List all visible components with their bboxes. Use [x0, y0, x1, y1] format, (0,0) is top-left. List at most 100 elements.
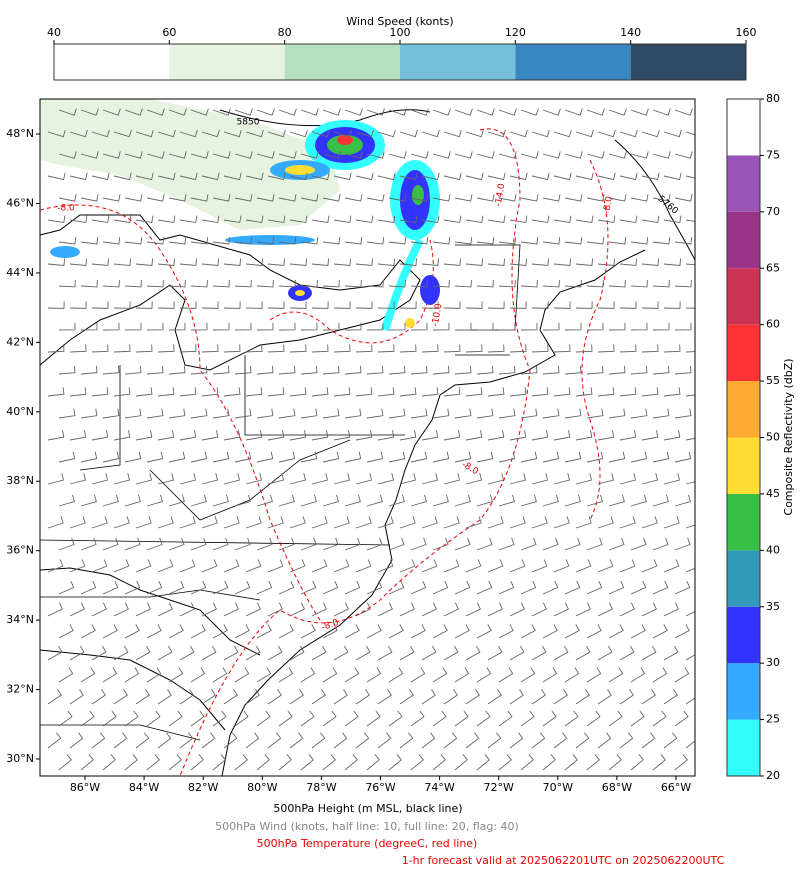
wind-barb [179, 645, 195, 661]
wind-barb [520, 365, 538, 375]
wind-barb [278, 667, 294, 683]
wind-barb [652, 237, 671, 245]
wind-barb [245, 172, 264, 181]
wind-barb [322, 667, 338, 683]
wind-barb [267, 430, 285, 441]
wind-barb [179, 215, 198, 224]
wind-barb [630, 537, 647, 551]
wind-barb [542, 710, 557, 727]
wind-barb [168, 624, 184, 639]
wind-barb [553, 172, 572, 181]
wind-barb [234, 279, 252, 288]
wind-barb [520, 279, 538, 288]
wind-barb [201, 301, 219, 309]
reflectivity-colorbar-label: Composite Reflectivity (dbZ) [782, 358, 795, 515]
wind-barb [476, 151, 495, 159]
wind-barb [69, 732, 84, 749]
wind-barb [652, 365, 670, 375]
wind-barb [256, 754, 270, 771]
wind-barb [201, 344, 219, 353]
wind-barb [234, 365, 252, 375]
wind-barb [410, 237, 429, 245]
wind-barb [388, 322, 406, 331]
wind-barb [509, 516, 526, 529]
wind-barb [135, 689, 150, 705]
wind-barb [465, 430, 483, 441]
wind-barb [685, 219, 695, 222]
wind-barb [300, 408, 318, 419]
wind-barb [630, 108, 649, 116]
wind-barb [168, 322, 186, 331]
wind-barb [685, 481, 695, 485]
wind-barb [124, 194, 143, 202]
wind-barb [69, 301, 87, 309]
wind-barb [168, 667, 184, 683]
reflectivity-color-segment [727, 663, 760, 720]
reflectivity-tick-label: 25 [766, 713, 780, 726]
wind-barb [388, 624, 404, 639]
wind-barb [322, 151, 341, 159]
wind-barb [619, 559, 636, 573]
wind-barb [322, 194, 341, 202]
wind-barb [685, 611, 695, 617]
wind-barb [520, 624, 536, 639]
wind-barb [124, 151, 143, 159]
lon-tick-label: 80°W [247, 781, 277, 794]
wind-barb [113, 387, 131, 397]
wind-barb [234, 451, 252, 463]
wind-barb [47, 215, 66, 224]
wind-barb [421, 473, 439, 485]
wind-barb [223, 215, 242, 224]
wind-barb [135, 215, 154, 224]
wind-barb [344, 451, 362, 463]
wind-barb [443, 732, 458, 749]
wind-barb [311, 301, 329, 309]
wind-barb [410, 754, 424, 771]
reflectivity-color-segment [727, 606, 760, 664]
wind-barb [663, 430, 681, 441]
wind-barb [586, 754, 600, 771]
wind-barb [322, 494, 339, 507]
wind-barb [553, 732, 568, 749]
reflectivity-color-segment [727, 437, 760, 494]
wind-barb [300, 451, 318, 463]
wind-barb [344, 537, 361, 551]
wind-barb [190, 194, 209, 202]
wind-barb [520, 451, 538, 463]
wind-barb [80, 108, 99, 116]
wind-barb [366, 108, 385, 116]
wind-barb [454, 408, 472, 419]
wind-barb [190, 451, 208, 463]
wind-barb [674, 451, 692, 463]
wind-barb [311, 344, 329, 353]
wind-barb [124, 667, 140, 683]
wind-barb [586, 537, 603, 551]
wind-barb [652, 108, 671, 116]
wind-barb [432, 237, 451, 245]
wind-barb [289, 301, 307, 309]
lat-tick-label: 32°N [6, 683, 34, 696]
wind-barb [146, 451, 164, 463]
wind-barb [652, 710, 667, 727]
wind-barb [432, 494, 449, 507]
lon-tick-label: 70°W [543, 781, 573, 794]
wind-barb [421, 215, 440, 224]
wind-barb [113, 129, 132, 138]
wind-barb [190, 667, 206, 683]
wind-barb [564, 279, 582, 288]
wind-barb [47, 172, 66, 181]
wind-barb [322, 108, 341, 116]
wind-barb [157, 559, 174, 573]
wind-barb [454, 322, 472, 331]
lon-tick-label: 76°W [365, 781, 395, 794]
wind-barb [454, 451, 472, 463]
wind-barb [113, 430, 131, 441]
wind-barb [289, 430, 307, 441]
wind-barb [124, 710, 139, 727]
wind-barb [212, 667, 228, 683]
wind-barb [300, 537, 317, 551]
lon-tick-label: 86°W [70, 781, 100, 794]
wind-barb [212, 365, 230, 375]
wind-barb [465, 602, 481, 617]
wind-barb [630, 710, 645, 727]
